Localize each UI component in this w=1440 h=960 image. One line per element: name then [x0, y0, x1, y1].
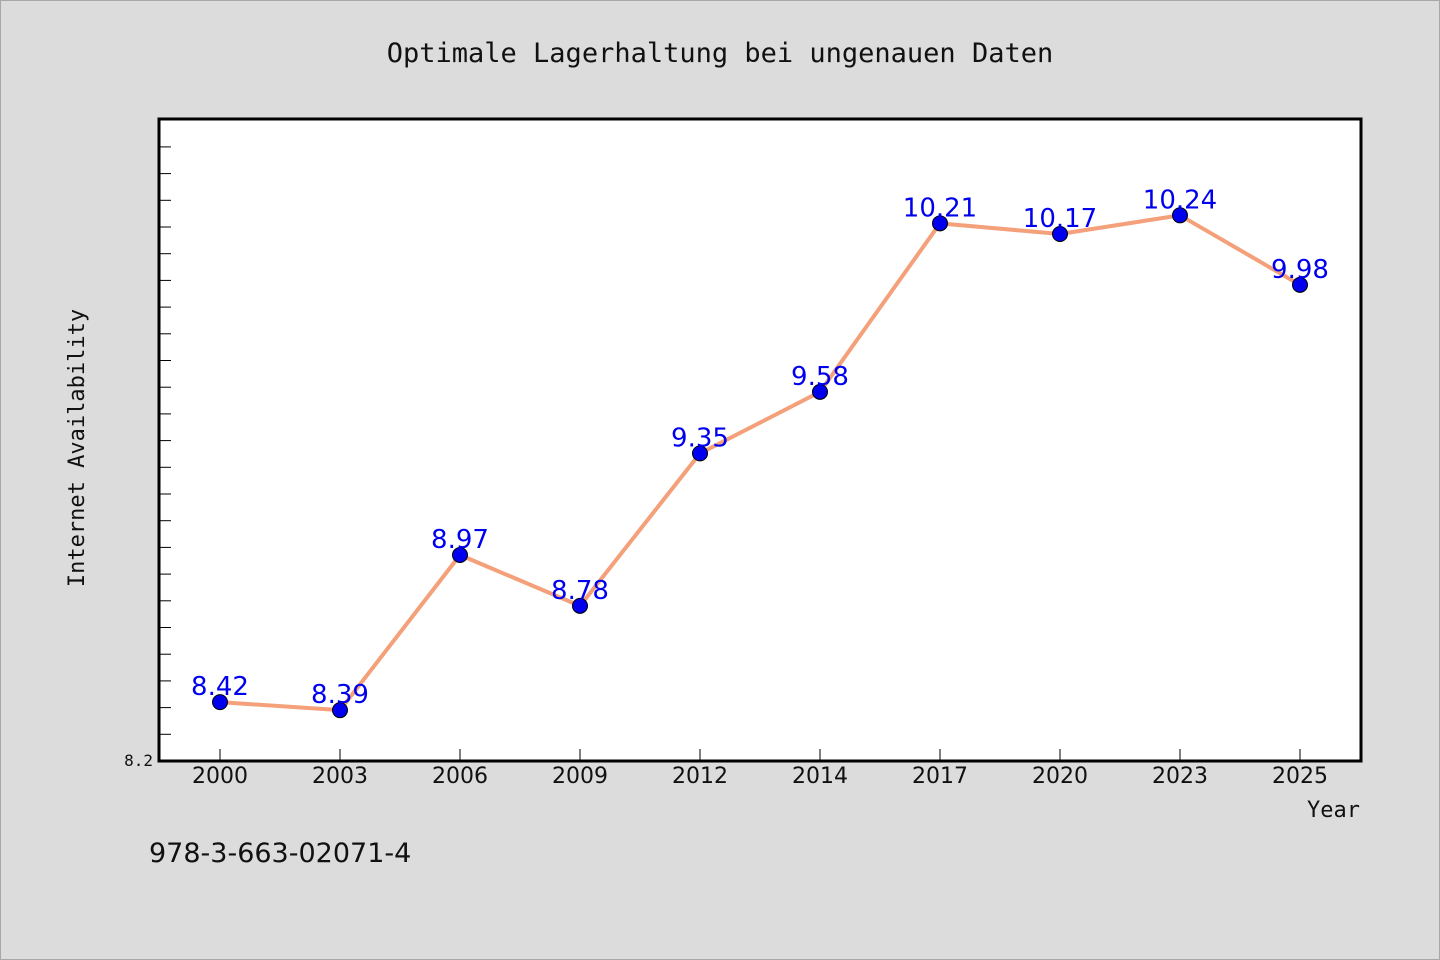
data-label: 9.98 [1271, 255, 1329, 285]
data-point [332, 702, 348, 719]
data-label: 8.39 [311, 680, 369, 710]
x-tick-label: 2020 [1032, 764, 1088, 789]
x-tick-label: 2017 [912, 764, 968, 789]
data-point [692, 445, 708, 462]
x-tick-label: 2000 [192, 764, 248, 789]
x-axis-label: Year [1307, 798, 1360, 823]
y-axis-ticks [159, 146, 171, 735]
data-label: 8.97 [431, 525, 489, 555]
x-tick-label: 2025 [1272, 764, 1328, 789]
series-line [219, 213, 1302, 713]
chart-title: Optimale Lagerhaltung bei ungenauen Date… [387, 38, 1053, 69]
data-point [572, 597, 588, 614]
x-tick-label: 2009 [552, 764, 608, 789]
data-labels: 8.42 8.39 8.97 8.78 9.35 9.58 10.21 10.17 10.24 9… [191, 185, 1329, 710]
data-label: 9.58 [791, 362, 849, 392]
plot-area [159, 119, 1361, 761]
x-axis-ticks [219, 749, 1301, 761]
series-markers [212, 207, 1308, 719]
y-axis-label: Internet Availability [65, 309, 90, 587]
data-label: 10.17 [1023, 204, 1097, 234]
data-label: 10.24 [1143, 185, 1217, 215]
x-tick-label: 2006 [432, 764, 488, 789]
x-tick-labels: 2000 2003 2006 2009 2012 2014 2017 2020 2023 2025 [192, 764, 1328, 789]
data-point [1292, 276, 1308, 293]
data-label: 9.35 [671, 423, 729, 453]
isbn-footer: 978-3-663-02071-4 [149, 838, 411, 869]
data-point [1172, 207, 1188, 224]
data-point [932, 215, 948, 232]
data-label: 10.21 [903, 193, 977, 223]
x-tick-label: 2023 [1152, 764, 1208, 789]
plot-frame [157, 117, 1363, 763]
data-point [452, 547, 468, 564]
x-tick-label: 2003 [312, 764, 368, 789]
data-point [1052, 226, 1068, 243]
y-tick-labels: 8.2 [124, 751, 153, 770]
data-point [212, 694, 228, 711]
data-point [812, 383, 828, 400]
x-tick-label: 2012 [672, 764, 728, 789]
x-tick-label: 2014 [792, 764, 848, 789]
y-tick-label: 8.2 [124, 751, 153, 770]
data-label: 8.42 [191, 672, 249, 702]
data-label: 8.78 [551, 576, 609, 606]
